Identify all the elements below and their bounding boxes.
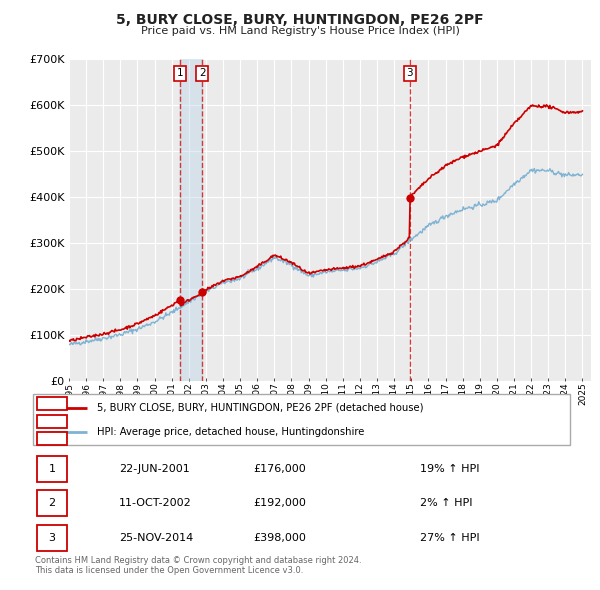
Text: 3: 3 (49, 533, 56, 543)
Text: £176,000: £176,000 (254, 464, 307, 474)
Text: 2% ↑ HPI: 2% ↑ HPI (419, 498, 472, 508)
Bar (37, 456, 67, 482)
Text: 1: 1 (49, 464, 56, 474)
Text: Price paid vs. HM Land Registry's House Price Index (HPI): Price paid vs. HM Land Registry's House … (140, 26, 460, 36)
Text: 2: 2 (199, 68, 205, 78)
Text: 2: 2 (49, 498, 56, 508)
Text: 1: 1 (176, 68, 183, 78)
Text: £192,000: £192,000 (254, 498, 307, 508)
Text: 3: 3 (406, 68, 413, 78)
Text: 5, BURY CLOSE, BURY, HUNTINGDON, PE26 2PF (detached house): 5, BURY CLOSE, BURY, HUNTINGDON, PE26 2P… (97, 402, 424, 412)
Bar (37, 490, 67, 516)
Text: 19% ↑ HPI: 19% ↑ HPI (419, 464, 479, 474)
Text: 5, BURY CLOSE, BURY, HUNTINGDON, PE26 2PF: 5, BURY CLOSE, BURY, HUNTINGDON, PE26 2P… (116, 13, 484, 27)
Text: This data is licensed under the Open Government Licence v3.0.: This data is licensed under the Open Gov… (35, 566, 303, 575)
Text: 27% ↑ HPI: 27% ↑ HPI (419, 533, 479, 543)
Text: 11-OCT-2002: 11-OCT-2002 (119, 498, 191, 508)
Bar (37, 398, 67, 411)
Bar (37, 415, 67, 428)
Text: 22-JUN-2001: 22-JUN-2001 (119, 464, 190, 474)
Text: Contains HM Land Registry data © Crown copyright and database right 2024.: Contains HM Land Registry data © Crown c… (35, 556, 361, 565)
Text: HPI: Average price, detached house, Huntingdonshire: HPI: Average price, detached house, Hunt… (97, 427, 365, 437)
Text: 25-NOV-2014: 25-NOV-2014 (119, 533, 193, 543)
Bar (37, 432, 67, 445)
Bar (37, 525, 67, 551)
Bar (180, 59, 202, 381)
Text: £398,000: £398,000 (254, 533, 307, 543)
